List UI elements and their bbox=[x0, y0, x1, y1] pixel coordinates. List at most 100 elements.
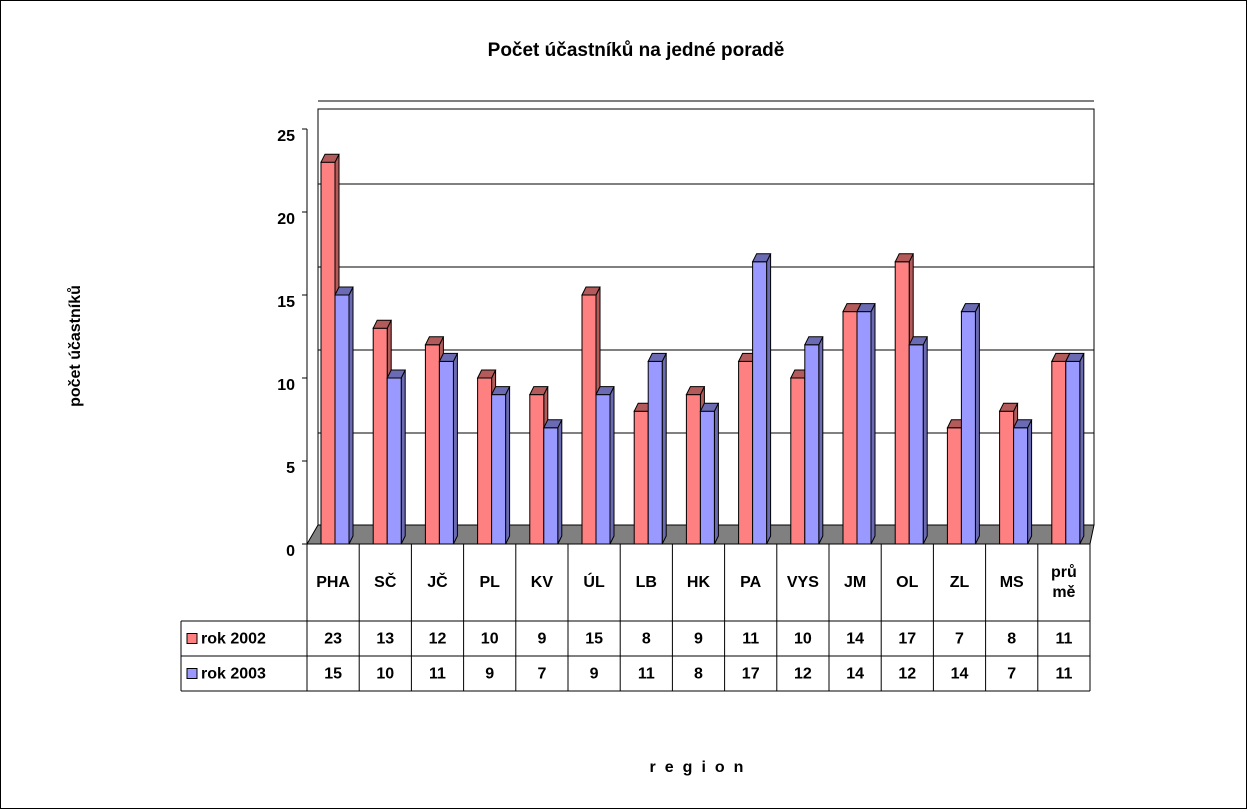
category-label: HK bbox=[686, 573, 711, 591]
category-label: prů mě bbox=[1051, 563, 1077, 601]
bar-side bbox=[1079, 353, 1085, 545]
bar-top bbox=[386, 369, 407, 379]
table-value: 8 bbox=[1007, 631, 1016, 648]
table-value: 11 bbox=[742, 631, 759, 648]
bar-side bbox=[400, 369, 406, 545]
y-axis-title: počet účastníků bbox=[67, 285, 84, 407]
bar bbox=[999, 410, 1015, 545]
table-value: 9 bbox=[485, 666, 494, 683]
x-axis-title: region bbox=[650, 759, 753, 776]
bar-side bbox=[766, 253, 772, 545]
category-label: KV bbox=[530, 573, 553, 591]
bar-side bbox=[870, 303, 876, 545]
table-value: 11 bbox=[638, 666, 655, 683]
bar-top bbox=[1012, 419, 1033, 429]
bar-top bbox=[528, 386, 549, 396]
bar bbox=[372, 327, 388, 545]
bar-side bbox=[818, 336, 824, 545]
bar-top bbox=[647, 352, 668, 362]
bar bbox=[856, 311, 872, 545]
y-tick-label: 10 bbox=[277, 377, 295, 394]
bar bbox=[790, 377, 806, 545]
bar bbox=[894, 261, 910, 545]
bar-side bbox=[505, 386, 511, 545]
bar-top bbox=[490, 386, 511, 396]
category-label: ÚL bbox=[583, 573, 605, 591]
bar-side bbox=[713, 402, 719, 545]
y-tick-label: 5 bbox=[286, 460, 295, 477]
bar bbox=[438, 360, 454, 545]
table-value: 8 bbox=[694, 666, 703, 683]
table-value: 8 bbox=[642, 631, 651, 648]
category-label: JČ bbox=[427, 573, 448, 591]
table-value: 15 bbox=[324, 666, 342, 683]
bar bbox=[386, 377, 402, 545]
bar-top bbox=[960, 303, 981, 313]
table-value: 10 bbox=[376, 666, 394, 683]
chart-title: Počet účastníků na jedné poradě bbox=[488, 40, 785, 61]
legend-key bbox=[186, 668, 198, 679]
table-value: 15 bbox=[585, 631, 603, 648]
category-label: PL bbox=[479, 573, 500, 591]
category-label: PHA bbox=[316, 573, 350, 591]
category-label: JM bbox=[843, 573, 867, 591]
bar-top bbox=[438, 352, 459, 362]
bar-top bbox=[685, 386, 706, 396]
bar-top bbox=[894, 253, 915, 263]
bar bbox=[581, 294, 597, 545]
bar-top bbox=[581, 286, 601, 296]
bar-side bbox=[922, 336, 928, 545]
bar-top bbox=[856, 303, 876, 313]
category-label: ZL bbox=[949, 573, 970, 591]
y-tick-label: 20 bbox=[277, 211, 295, 228]
bar-top bbox=[908, 336, 929, 346]
bar bbox=[1065, 360, 1081, 545]
category-label: MS bbox=[999, 573, 1024, 591]
y-tick-label: 25 bbox=[277, 128, 295, 145]
table-value: 17 bbox=[898, 631, 916, 648]
bar-top bbox=[595, 386, 615, 396]
table-value: 11 bbox=[1055, 631, 1072, 648]
bar-top bbox=[699, 402, 720, 412]
bar-side bbox=[557, 419, 563, 545]
bar bbox=[491, 394, 507, 545]
bar bbox=[699, 410, 715, 545]
bar bbox=[1013, 427, 1029, 545]
table-value: 7 bbox=[955, 631, 964, 648]
table-value: 9 bbox=[537, 631, 546, 648]
category-label: SČ bbox=[374, 573, 397, 591]
bar bbox=[595, 394, 611, 545]
bar-top bbox=[751, 253, 772, 263]
bar-side bbox=[348, 286, 354, 545]
table-value: 9 bbox=[590, 666, 599, 683]
category-label: PA bbox=[740, 573, 762, 591]
bar bbox=[477, 377, 493, 545]
table-value: 7 bbox=[537, 666, 546, 683]
table-value: 11 bbox=[1055, 666, 1072, 683]
table-value: 7 bbox=[1007, 666, 1016, 683]
table-value: 10 bbox=[794, 631, 812, 648]
legend-label: rok 2003 bbox=[201, 666, 266, 683]
legend-key bbox=[186, 633, 198, 644]
bar bbox=[647, 360, 663, 545]
bar bbox=[752, 261, 768, 545]
bar-top bbox=[542, 419, 563, 429]
table-value: 11 bbox=[429, 666, 446, 683]
bar bbox=[424, 344, 440, 545]
table-value: 17 bbox=[742, 666, 760, 683]
category-label: LB bbox=[635, 573, 657, 591]
bar bbox=[842, 311, 858, 545]
table-value: 14 bbox=[951, 666, 969, 683]
bar bbox=[960, 311, 976, 545]
bar-top bbox=[476, 369, 497, 379]
bar-top bbox=[334, 286, 354, 296]
bar-top bbox=[1064, 352, 1085, 362]
table-value: 23 bbox=[324, 631, 342, 648]
y-tick-label: 15 bbox=[277, 294, 295, 311]
bar bbox=[529, 394, 545, 545]
y-tick-label: 0 bbox=[286, 543, 295, 560]
bar-side bbox=[452, 353, 458, 545]
bar bbox=[334, 294, 350, 545]
